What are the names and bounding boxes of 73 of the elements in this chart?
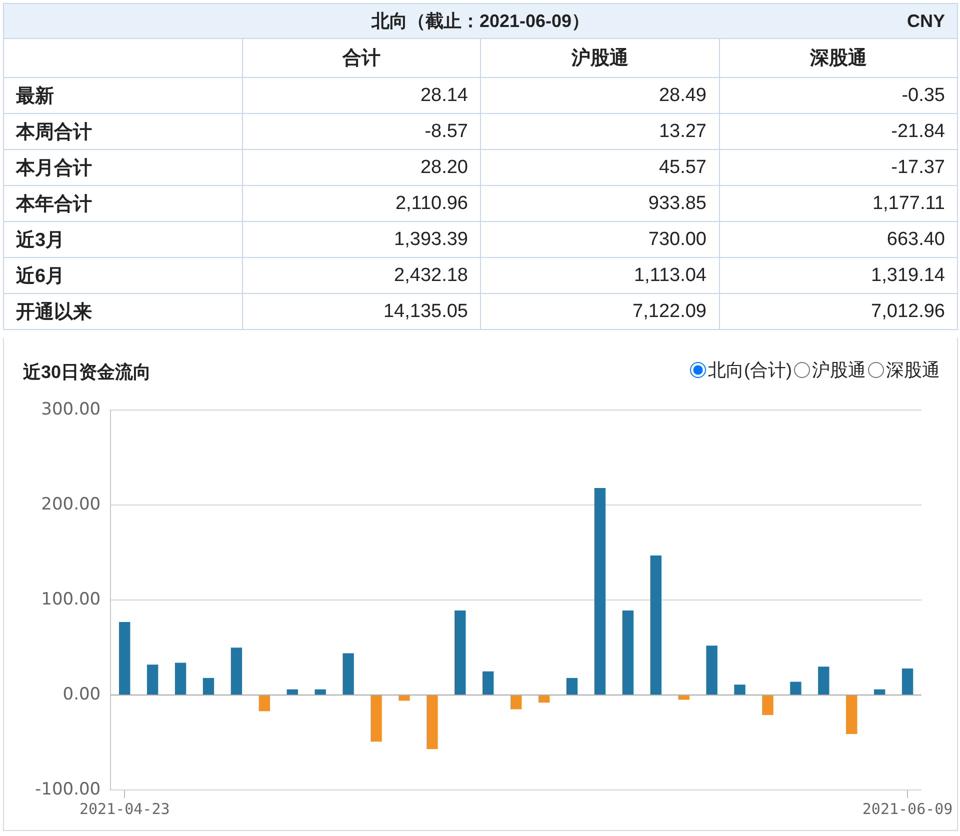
data-label: 2,110.96	[242, 186, 480, 222]
bar	[874, 689, 886, 695]
x-tick-label: 2021-06-09	[862, 800, 953, 818]
data-label: 28.20	[242, 150, 480, 186]
data-label: 730.00	[480, 222, 719, 258]
bar	[202, 678, 214, 695]
bar	[342, 653, 354, 695]
text: 沪股通	[480, 38, 719, 78]
category-label: 近3月	[4, 222, 242, 258]
bar	[258, 696, 270, 712]
bar	[818, 666, 830, 695]
bar	[398, 696, 410, 701]
bar	[594, 488, 606, 695]
chart-title: 近30日资金流向	[23, 361, 152, 384]
y-tick-label: 0.00	[62, 684, 101, 704]
category-label: 本月合计	[4, 150, 242, 186]
bar	[566, 678, 578, 695]
bar	[706, 646, 718, 695]
text: 沪股通	[812, 359, 866, 382]
x-tick-label: 2021-04-23	[79, 800, 170, 818]
y-tick-label: 300.00	[41, 400, 101, 420]
data-label: 28.14	[242, 78, 480, 114]
category-label: 本年合计	[4, 186, 242, 222]
bar	[510, 696, 522, 710]
bar	[734, 684, 746, 695]
data-label: 14,135.05	[242, 294, 480, 330]
data-label: 1,319.14	[719, 258, 958, 294]
bar	[538, 696, 550, 703]
bar	[678, 696, 690, 700]
category-label: 开通以来	[4, 294, 242, 330]
bar	[146, 664, 158, 695]
data-label: 7,122.09	[480, 294, 719, 330]
text: 北向(合计)	[708, 359, 792, 382]
bar	[454, 610, 466, 695]
text: 深股通	[886, 359, 940, 382]
bar	[314, 689, 326, 695]
text: 北向（截止：2021-06-09）	[371, 11, 590, 31]
data-label: 1,393.39	[242, 222, 480, 258]
data-label: 45.57	[480, 150, 719, 186]
text: CNY	[906, 11, 945, 32]
data-label: 663.40	[719, 222, 958, 258]
category-label: 本周合计	[4, 114, 242, 150]
category-label: 近6月	[4, 258, 242, 294]
data-label: 2,432.18	[242, 258, 480, 294]
data-label: -17.37	[719, 150, 958, 186]
data-label: 28.49	[480, 78, 719, 114]
bar	[370, 696, 382, 742]
bar	[902, 668, 914, 695]
y-tick-label: 100.00	[41, 590, 101, 610]
data-label: 933.85	[480, 186, 719, 222]
text: 合计	[242, 38, 480, 78]
y-tick-label: 200.00	[41, 494, 101, 515]
data-label: 7,012.96	[719, 294, 958, 330]
text: 深股通	[719, 38, 958, 78]
data-label: -21.84	[719, 114, 958, 150]
bar	[482, 671, 494, 695]
bar	[174, 662, 186, 695]
bar	[119, 622, 130, 695]
category-label: 最新	[4, 78, 242, 114]
bar	[650, 555, 662, 695]
data-label: -8.57	[242, 114, 480, 150]
bar	[230, 648, 242, 695]
bar	[846, 696, 858, 734]
bar	[790, 682, 802, 695]
bar	[286, 689, 298, 695]
data-label: 1,177.11	[719, 186, 958, 222]
bar	[426, 696, 438, 750]
bar	[762, 696, 774, 715]
bar	[622, 610, 634, 695]
y-tick-label: -100.00	[34, 779, 101, 800]
data-label: -0.35	[719, 78, 958, 114]
data-label: 13.27	[480, 114, 719, 150]
data-label: 1,113.04	[480, 258, 719, 294]
